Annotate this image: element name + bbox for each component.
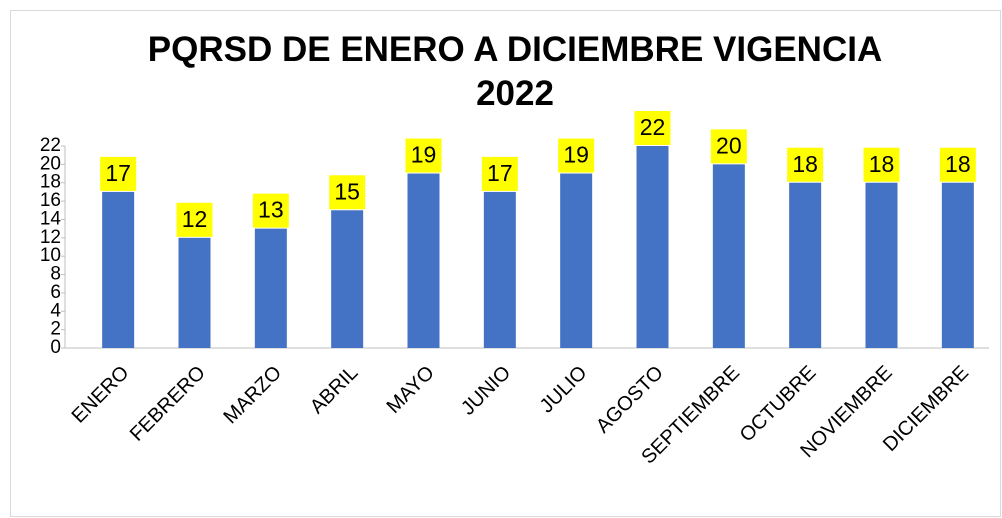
data-label-box xyxy=(787,147,824,182)
y-tick-label: 2 xyxy=(50,319,61,340)
data-label-box xyxy=(558,138,595,173)
chart-title: PQRSD DE ENERO A DICIEMBRE VIGENCIA 2022 xyxy=(147,30,883,113)
data-label-box xyxy=(329,175,366,210)
bar xyxy=(483,191,516,348)
y-tick-label: 18 xyxy=(40,172,61,193)
x-tick-label: OCTUBRE xyxy=(736,362,821,447)
x-tick-label: FEBRERO xyxy=(126,362,210,446)
bar xyxy=(560,173,593,348)
data-label: 15 xyxy=(334,178,360,204)
bar xyxy=(941,182,974,348)
data-label-box xyxy=(710,129,747,164)
bar xyxy=(865,182,898,348)
bar xyxy=(102,191,135,348)
data-label-box xyxy=(176,202,213,237)
x-tick-label: ENERO xyxy=(68,362,134,428)
y-tick-label: 20 xyxy=(40,153,61,174)
data-label-box xyxy=(863,147,900,182)
data-label: 18 xyxy=(792,151,818,177)
y-tick-label: 8 xyxy=(50,264,61,285)
x-tick-label: JULIO xyxy=(536,362,592,418)
y-tick-label: 0 xyxy=(50,337,61,358)
bar xyxy=(254,228,287,348)
y-tick-label: 6 xyxy=(50,282,61,303)
chart-border xyxy=(10,10,1001,517)
data-label: 22 xyxy=(640,114,666,140)
data-label: 17 xyxy=(487,160,513,186)
x-tick-label: MAYO xyxy=(383,362,439,418)
y-tick-label: 12 xyxy=(40,227,61,248)
data-label: 20 xyxy=(716,132,742,158)
data-label-box xyxy=(939,147,976,182)
bar xyxy=(712,164,745,348)
data-label-box xyxy=(252,193,289,228)
y-tick-label: 14 xyxy=(40,208,62,229)
x-tick-label: JUNIO xyxy=(457,362,515,420)
y-tick-label: 10 xyxy=(40,245,61,266)
data-label-box xyxy=(481,156,518,191)
data-label: 17 xyxy=(105,160,131,186)
bar xyxy=(789,182,822,348)
data-label: 18 xyxy=(945,151,971,177)
y-tick-label: 22 xyxy=(40,135,61,156)
y-tick-label: 16 xyxy=(40,190,61,211)
x-tick-label: ABRIL xyxy=(306,362,362,418)
data-label: 18 xyxy=(869,151,895,177)
data-label: 13 xyxy=(258,197,284,223)
bar xyxy=(331,210,364,348)
y-tick-label: 4 xyxy=(50,300,61,321)
data-label: 12 xyxy=(182,206,208,232)
bar xyxy=(178,237,211,348)
data-label-box xyxy=(405,138,442,173)
data-label: 19 xyxy=(411,142,437,168)
data-label: 19 xyxy=(563,142,589,168)
bar xyxy=(636,146,669,348)
data-label-box xyxy=(634,111,671,145)
x-tick-label: MARZO xyxy=(219,362,286,429)
bar xyxy=(407,173,440,348)
x-tick-label: AGOSTO xyxy=(592,362,668,438)
data-label-box xyxy=(100,156,137,191)
